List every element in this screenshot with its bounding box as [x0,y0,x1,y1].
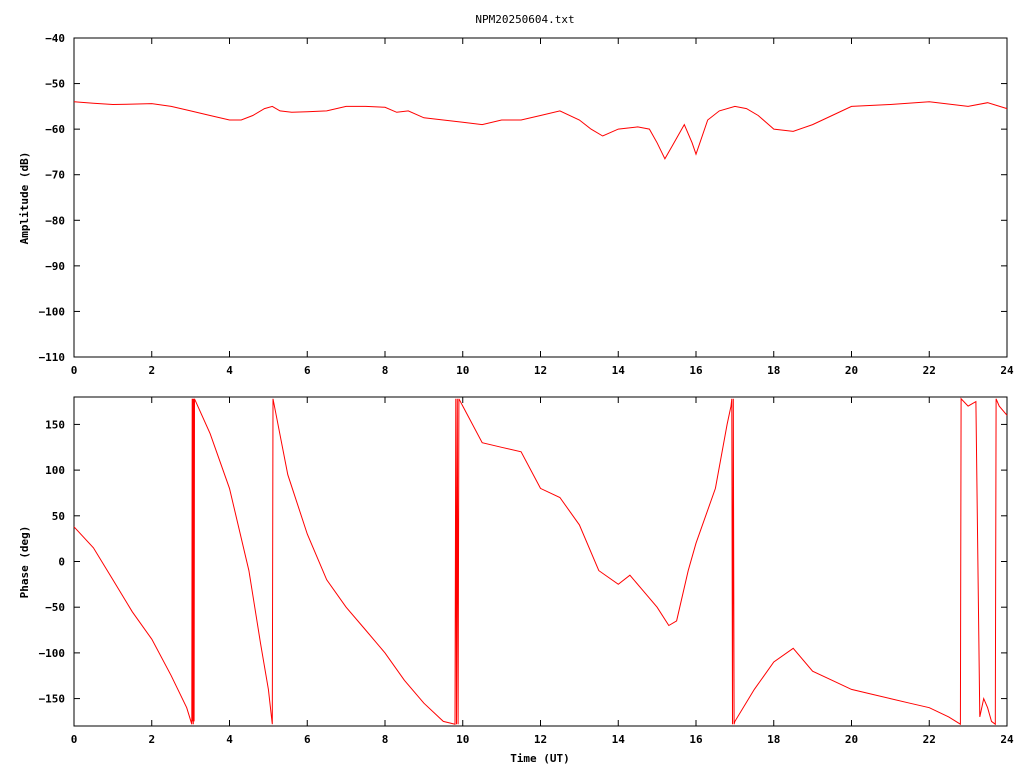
phase-x-tick-label: 14 [612,733,626,746]
phase-x-axis-label: Time (UT) [510,752,570,765]
amplitude-y-axis-label: Amplitude (dB) [18,152,31,245]
phase-x-tick-label: 18 [767,733,780,746]
amplitude-y-tick-label: −100 [39,305,66,318]
phase-y-tick-label: 100 [45,464,65,477]
phase-x-tick-label: 10 [456,733,469,746]
amplitude-x-tick-label: 12 [534,364,547,377]
phase-y-tick-label: 150 [45,418,65,431]
chart-title: NPM20250604.txt [475,13,574,26]
phase-x-tick-label: 6 [304,733,311,746]
phase-y-tick-label: 50 [52,510,65,523]
amplitude-x-tick-label: 16 [689,364,703,377]
phase-y-tick-label: −150 [39,693,66,706]
phase-y-axis-label: Phase (deg) [18,526,31,599]
amplitude-y-tick-label: −90 [45,260,65,273]
phase-frame [73,396,1008,727]
phase-series-line [73,397,1008,726]
amplitude-x-tick-label: 10 [456,364,469,377]
amplitude-y-tick-label: −50 [45,78,65,91]
amplitude-x-tick-label: 8 [382,364,389,377]
phase-x-tick-label: 24 [1000,733,1014,746]
amplitude-x-tick-label: 2 [148,364,155,377]
phase-panel: 0 2 4 6 8 10 12 14 16 18 20 22 24 −150−100−500501001… [18,396,1014,765]
amplitude-frame [73,37,1008,358]
amplitude-panel: 0 2 4 6 8 10 12 14 16 18 20 22 24 −110−100−90−80−70−… [18,32,1014,377]
phase-x-tick-label: 20 [845,733,858,746]
phase-x-tick-label: 12 [534,733,547,746]
phase-x-tick-label: 0 [71,733,78,746]
amplitude-x-tick-label: 14 [612,364,626,377]
amplitude-y-ticks: −110 −100 −90 −80 −70 −60 −50 −40 [39,32,1007,364]
amplitude-x-tick-label: 20 [845,364,858,377]
phase-x-tick-label: 2 [148,733,155,746]
phase-y-ticks: −150 −100 −50 0 50 100 150 [39,418,1007,706]
phase-x-ticks: 0 2 4 6 8 10 12 14 16 18 20 22 24 [71,397,1014,746]
phase-x-tick-label: 4 [226,733,233,746]
phase-x-tick-label: 16 [689,733,703,746]
phase-y-tick-label: −100 [39,647,66,660]
amplitude-x-tick-label: 22 [923,364,936,377]
amplitude-y-tick-label: −40 [45,32,65,45]
amplitude-x-tick-label: 18 [767,364,780,377]
amplitude-y-tick-label: −110 [39,351,66,364]
phase-x-tick-label: 8 [382,733,389,746]
amplitude-y-tick-label: −70 [45,169,65,182]
amplitude-x-ticks: 0 2 4 6 8 10 12 14 16 18 20 22 24 [71,38,1014,377]
amplitude-x-tick-label: 4 [226,364,233,377]
phase-x-tick-label: 22 [923,733,936,746]
amplitude-x-tick-label: 0 [71,364,78,377]
phase-y-tick-label: −50 [45,601,65,614]
amplitude-x-tick-label: 6 [304,364,311,377]
amplitude-x-tick-label: 24 [1000,364,1014,377]
amplitude-series-line [73,101,1008,160]
amplitude-y-tick-label: −60 [45,123,65,136]
amplitude-y-tick-label: −80 [45,214,65,227]
phase-y-tick-label: 0 [58,556,65,569]
